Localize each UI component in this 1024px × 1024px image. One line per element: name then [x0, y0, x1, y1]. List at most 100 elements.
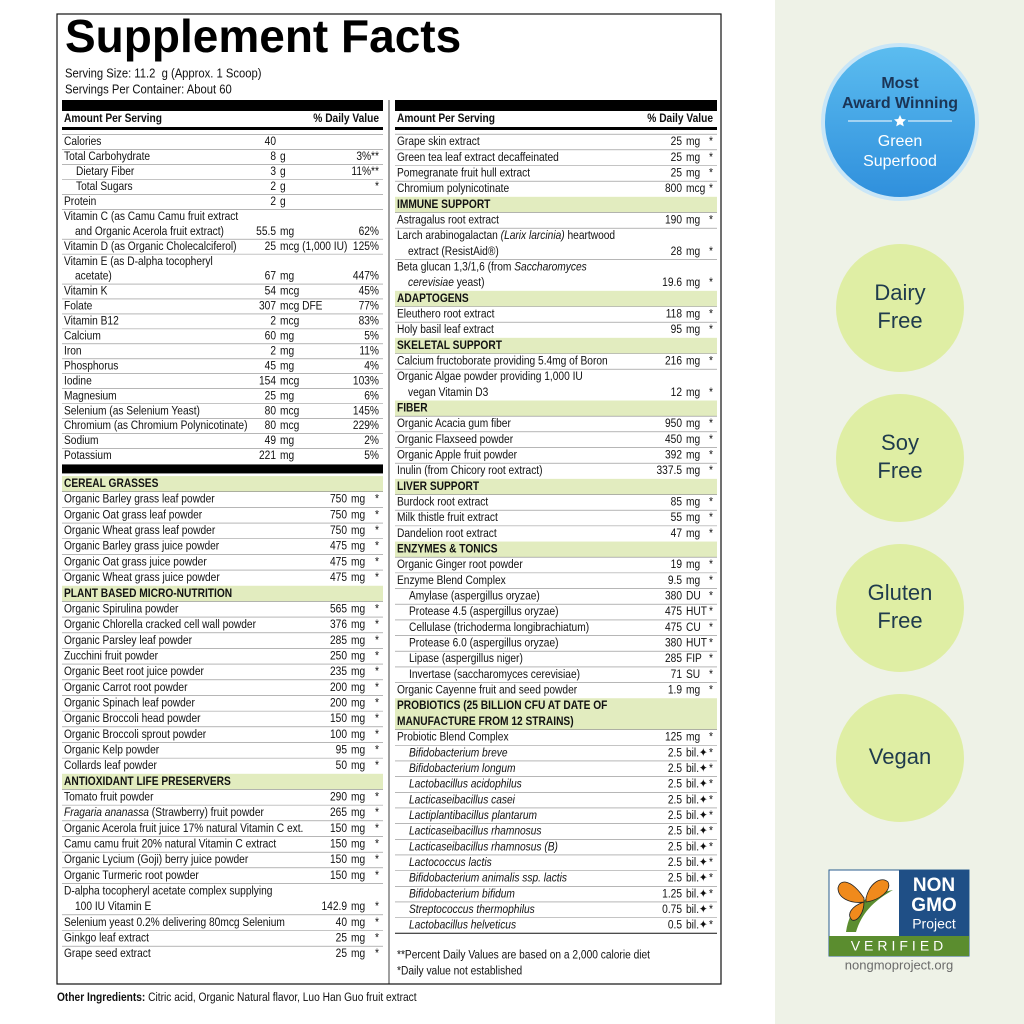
name-part: Saccharomyces	[514, 261, 587, 274]
row-unit: mg	[351, 540, 365, 553]
row-unit: g	[280, 195, 286, 208]
row-unit: mg	[280, 225, 294, 238]
row-amount: 150	[330, 853, 347, 866]
row-unit: mg	[280, 270, 294, 283]
row-name: Zucchini fruit powder	[64, 650, 158, 663]
row-name: Organic Spinach leaf powder	[64, 697, 195, 710]
row-unit: SU	[686, 668, 700, 681]
row-amount: 19	[671, 559, 682, 572]
row-name: Organic Turmeric root powder	[64, 869, 199, 882]
row-unit: mg	[351, 900, 365, 913]
row-dv: *	[709, 621, 714, 634]
row-dv: 229%	[353, 420, 379, 433]
row-unit: DU	[686, 590, 701, 603]
row-name: Protease 6.0 (aspergillus oryzae)	[409, 637, 559, 650]
row-name: Organic Apple fruit powder	[397, 449, 517, 462]
row-unit: mg	[686, 151, 700, 164]
row-unit: mg	[686, 559, 700, 572]
row-unit: mg	[280, 360, 294, 373]
other-ingredients-label: Other Ingredients:	[57, 991, 145, 1004]
free-badge-text: Vegan	[869, 744, 931, 769]
row-amount: 2.5	[668, 778, 682, 791]
row-amount: 307	[259, 300, 276, 313]
row-amount: 3	[270, 165, 276, 178]
row-name: Lacticaseibacillus rhamnosus (B)	[409, 841, 558, 854]
thick-rule	[395, 100, 717, 111]
row-name: Lacticaseibacillus casei	[409, 794, 515, 807]
row-unit: mcg	[280, 375, 299, 388]
footnote: **Percent Daily Values are based on a 2,…	[397, 949, 651, 962]
row-amount: 2.5	[668, 841, 682, 854]
row-dv: *	[375, 524, 380, 537]
row-dv: 83%	[359, 315, 379, 328]
row-unit: mg	[351, 947, 365, 960]
row-dv: *	[709, 606, 714, 619]
row-unit: bil.✦	[686, 856, 708, 869]
row-name: Iodine	[64, 375, 92, 388]
row-unit: mg	[686, 323, 700, 336]
row-amount: 150	[330, 712, 347, 725]
row-name: Organic Ginger root powder	[397, 559, 523, 572]
row-name: D-alpha tocopheryl acetate complex suppl…	[64, 885, 272, 898]
row-unit: mg	[351, 728, 365, 741]
row-amount: 2.5	[668, 856, 682, 869]
section-band	[395, 478, 717, 495]
name-part: yeast)	[454, 276, 485, 289]
servings-per-container: Servings Per Container: About 60	[65, 82, 232, 97]
row-name: Green tea leaf extract decaffeinated	[397, 151, 559, 164]
row-dv: *	[375, 650, 380, 663]
row-unit: bil.✦	[686, 903, 708, 916]
row-amount: 950	[665, 417, 682, 430]
row-name: Camu camu fruit 20% natural Vitamin C ex…	[64, 838, 277, 851]
row-dv: *	[375, 493, 380, 506]
non-gmo-logo: NON GMO Project VERIFIED nongmoproject.o…	[828, 869, 970, 972]
row-dv: *	[375, 665, 380, 678]
row-unit: bil.✦	[686, 888, 708, 901]
row-dv: 125%	[353, 240, 379, 253]
name-part: heartwood	[565, 229, 615, 242]
section-title: MANUFACTURE FROM 12 STRAINS)	[397, 715, 574, 728]
row-amount: 337.5	[656, 464, 682, 477]
row-amount: 2	[270, 315, 276, 328]
row-dv: *	[709, 778, 714, 791]
section-band	[395, 337, 717, 354]
row-name: Calcium fructoborate providing 5.4mg of …	[397, 355, 608, 368]
row-amount: 95	[671, 323, 682, 336]
row-dv: 4%	[364, 360, 379, 373]
facts-title: Supplement Facts	[65, 10, 461, 62]
name-part: (Strawberry) fruit powder	[149, 806, 264, 819]
row-unit: mg	[686, 449, 700, 462]
name-part: Larch arabinogalactan	[397, 229, 501, 242]
column-header: % Daily Value	[313, 112, 379, 125]
row-unit: CU	[686, 621, 701, 634]
row-dv: *	[375, 932, 380, 945]
row-dv: *	[709, 903, 714, 916]
row-dv: *	[375, 791, 380, 804]
row-name: Organic Acerola fruit juice 17% natural …	[64, 822, 303, 835]
row-unit: bil.✦	[686, 809, 708, 822]
row-dv: *	[375, 556, 380, 569]
row-dv: *	[709, 590, 714, 603]
section-band	[395, 290, 717, 307]
row-dv: *	[375, 618, 380, 631]
row-dv: 3%**	[356, 150, 379, 163]
free-badge	[836, 244, 964, 372]
row-unit: mg	[686, 433, 700, 446]
row-unit: mg	[351, 571, 365, 584]
row-name: Organic Oat grass leaf powder	[64, 509, 202, 522]
row-amount: 2.5	[668, 809, 682, 822]
row-unit: mg	[351, 650, 365, 663]
row-amount: 290	[330, 791, 347, 804]
row-unit: mg	[686, 167, 700, 180]
row-amount: 40	[265, 135, 276, 148]
row-dv: *	[709, 872, 714, 885]
row-amount: 125	[665, 731, 682, 744]
row-name: Vitamin D (as Organic Cholecalciferol)	[64, 240, 237, 253]
row-unit: mg	[686, 214, 700, 227]
row-name: Organic Chlorella cracked cell wall powd…	[64, 618, 256, 631]
row-name: Enzyme Blend Complex	[397, 574, 506, 587]
row-dv: *	[375, 180, 380, 193]
free-badge-text: Free	[877, 308, 922, 333]
award-text: Most	[881, 75, 919, 92]
row-amount: 0.75	[662, 903, 682, 916]
